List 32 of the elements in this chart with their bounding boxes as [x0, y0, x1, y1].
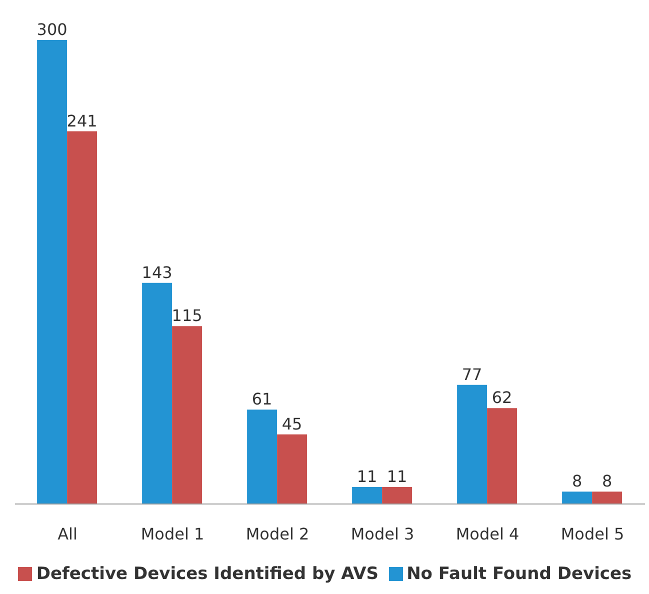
x-tick-label: All: [58, 524, 78, 544]
bar: [352, 486, 382, 504]
data-label: 11: [386, 466, 408, 486]
bar: [487, 408, 518, 504]
bar: [382, 486, 412, 504]
x-tick-label: Model 3: [350, 524, 414, 544]
data-label: 115: [172, 306, 202, 326]
data-label: 8: [602, 472, 612, 491]
x-tick-label: Model 5: [560, 524, 624, 544]
x-tick-label: Model 4: [456, 524, 520, 544]
bar: [142, 282, 172, 504]
bar: [457, 384, 488, 504]
bar: [277, 434, 308, 504]
data-label: 77: [462, 364, 482, 384]
data-label: 8: [572, 472, 582, 491]
legend-label: Defective Devices Identified by AVS: [36, 564, 379, 584]
bar: [37, 40, 68, 504]
data-label: 11: [356, 466, 378, 486]
data-label: 241: [66, 111, 98, 130]
data-label: 61: [252, 390, 272, 409]
bar: [247, 410, 278, 504]
data-label: 45: [282, 414, 302, 434]
x-tick-label: Model 2: [246, 524, 310, 544]
x-tick-label: Model 1: [140, 524, 204, 544]
bar: [562, 492, 592, 504]
data-label: 62: [492, 388, 512, 408]
bar: [67, 131, 98, 504]
bar: [592, 492, 622, 504]
data-label: 300: [36, 20, 68, 39]
legend-label: No Fault Found Devices: [406, 564, 632, 584]
data-label: 143: [142, 262, 172, 282]
bar: [172, 326, 202, 504]
